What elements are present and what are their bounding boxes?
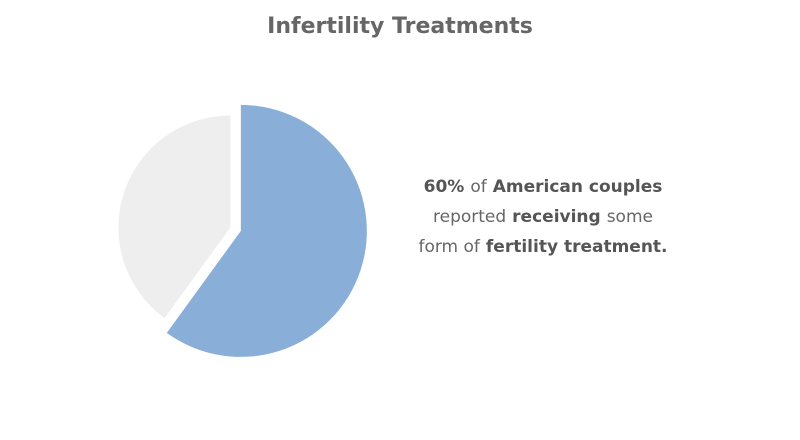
annotation-line: 60% of American couples bbox=[393, 172, 693, 202]
annotation-text: American couples bbox=[492, 177, 663, 197]
annotation-text: receiving bbox=[512, 207, 601, 227]
annotation-line: form of fertility treatment. bbox=[393, 232, 693, 262]
annotation-text: 60% bbox=[423, 177, 465, 197]
annotation-line: reported receiving some bbox=[393, 202, 693, 232]
annotation-text: of bbox=[470, 177, 487, 197]
annotation-text: fertility treatment. bbox=[485, 237, 668, 257]
annotation-text: some bbox=[606, 207, 653, 227]
annotation: 60% of American couples reported receiving so… bbox=[393, 172, 693, 262]
annotation-text: reported bbox=[433, 207, 507, 227]
pie-slice bbox=[166, 104, 367, 357]
annotation-text: form of bbox=[418, 237, 480, 257]
pie-slice bbox=[118, 115, 231, 319]
chart-title: Infertility Treatments bbox=[267, 14, 533, 39]
